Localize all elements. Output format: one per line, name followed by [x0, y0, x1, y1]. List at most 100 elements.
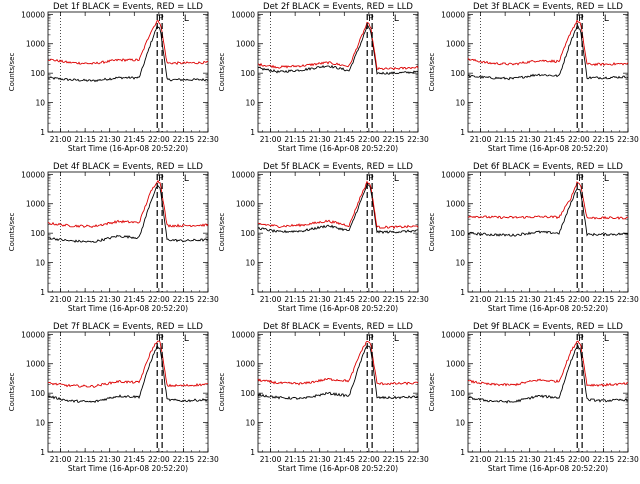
- y-axis-label: Counts/sec: [218, 53, 226, 92]
- plot-frame: [47, 331, 209, 453]
- y-tick-label: 1000: [446, 40, 465, 49]
- x-tick-label: 21:00: [470, 455, 492, 464]
- x-tick-label: 22:00: [148, 455, 170, 464]
- marker-label-p: P: [158, 174, 164, 184]
- y-tick-label: 100: [451, 389, 466, 398]
- y-tick-label: 1000: [26, 360, 45, 369]
- y-axis-label: Counts/sec: [428, 213, 436, 252]
- x-tick-label: 21:45: [543, 455, 565, 464]
- y-tick-label: 10000: [21, 170, 45, 179]
- x-tick-label: 21:00: [260, 295, 282, 304]
- x-tick-label: 21:30: [99, 455, 121, 464]
- x-tick-label: 21:30: [519, 135, 541, 144]
- chart-title: Det 6f BLACK = Events, RED = LLD: [473, 162, 623, 172]
- x-tick-label: 22:30: [407, 135, 429, 144]
- y-tick-label: 1000: [236, 40, 255, 49]
- events-series-line: [467, 25, 629, 81]
- x-tick-label: 22:30: [197, 135, 219, 144]
- y-tick-label: 10: [245, 99, 255, 108]
- x-tick-label: 22:00: [568, 295, 590, 304]
- x-tick-label: 21:00: [260, 135, 282, 144]
- x-tick-label: 22:15: [593, 295, 615, 304]
- x-tick-label: 21:15: [284, 135, 306, 144]
- x-tick-label: 22:30: [617, 295, 639, 304]
- y-tick-label: 1: [250, 288, 255, 297]
- y-tick-label: 10000: [441, 170, 465, 179]
- marker-label-l: L: [184, 334, 189, 344]
- x-tick-label: 21:00: [50, 455, 72, 464]
- y-tick-label: 10: [35, 419, 45, 428]
- x-tick-label: 22:30: [407, 455, 429, 464]
- y-axis-label: Counts/sec: [218, 213, 226, 252]
- x-tick-label: 22:00: [568, 135, 590, 144]
- y-tick-label: 10000: [231, 10, 255, 19]
- y-axis-label: Counts/sec: [8, 213, 16, 252]
- y-axis-label: Counts/sec: [8, 373, 16, 412]
- marker-label-l: L: [394, 14, 399, 24]
- lld-series-line: [257, 340, 419, 386]
- events-series-line: [47, 185, 209, 243]
- x-tick-label: 21:30: [309, 455, 331, 464]
- x-tick-label: 21:15: [284, 455, 306, 464]
- x-tick-label: 21:45: [333, 295, 355, 304]
- marker-label-l: L: [394, 334, 399, 344]
- x-tick-label: 21:45: [543, 135, 565, 144]
- x-axis-label: Start Time (16-Apr-08 20:52:20): [68, 464, 188, 473]
- x-tick-label: 21:00: [50, 135, 72, 144]
- x-tick-label: 21:30: [309, 135, 331, 144]
- y-tick-label: 10000: [21, 330, 45, 339]
- x-tick-label: 21:00: [470, 295, 492, 304]
- x-tick-label: 21:45: [123, 295, 145, 304]
- x-tick-label: 21:45: [333, 455, 355, 464]
- x-tick-label: 21:00: [470, 135, 492, 144]
- y-tick-label: 1000: [26, 200, 45, 209]
- lld-series-line: [467, 181, 629, 220]
- x-tick-label: 22:00: [358, 135, 380, 144]
- x-tick-label: 21:00: [260, 455, 282, 464]
- events-series-line: [47, 24, 209, 83]
- plot-frame: [467, 171, 629, 293]
- plot-frame: [257, 331, 419, 453]
- x-tick-label: 22:30: [617, 455, 639, 464]
- y-tick-label: 1: [40, 128, 45, 137]
- chart-panel-3: Det 3f BLACK = Events, RED = LLD 21:00 21:…: [428, 2, 639, 153]
- y-tick-label: 10: [455, 99, 465, 108]
- y-tick-label: 10: [455, 259, 465, 268]
- y-tick-label: 10: [245, 419, 255, 428]
- x-tick-label: 22:15: [383, 455, 405, 464]
- lld-series-line: [47, 179, 209, 228]
- y-tick-label: 10000: [231, 170, 255, 179]
- x-tick-label: 21:45: [333, 135, 355, 144]
- y-tick-label: 100: [451, 229, 466, 238]
- chart-title: Det 3f BLACK = Events, RED = LLD: [473, 2, 623, 12]
- x-tick-label: 22:15: [173, 455, 195, 464]
- chart-title: Det 8f BLACK = Events, RED = LLD: [263, 322, 413, 332]
- lld-series-line: [257, 180, 419, 230]
- marker-label-l: L: [394, 174, 399, 184]
- y-tick-label: 1000: [446, 200, 465, 209]
- x-tick-label: 22:15: [593, 455, 615, 464]
- y-tick-label: 100: [241, 229, 256, 238]
- y-tick-label: 1: [40, 448, 45, 457]
- x-axis-label: Start Time (16-Apr-08 20:52:20): [488, 304, 608, 313]
- x-tick-label: 21:30: [519, 455, 541, 464]
- x-tick-label: 22:15: [173, 295, 195, 304]
- marker-label-l: L: [184, 174, 189, 184]
- marker-label-p: P: [158, 14, 164, 24]
- chart-title: Det 7f BLACK = Events, RED = LLD: [53, 322, 203, 332]
- x-tick-label: 21:15: [284, 295, 306, 304]
- x-tick-label: 22:15: [593, 135, 615, 144]
- marker-label-l: L: [604, 334, 609, 344]
- lld-series-line: [257, 21, 419, 71]
- plot-frame: [47, 11, 209, 133]
- y-axis-label: Counts/sec: [8, 53, 16, 92]
- y-tick-label: 10: [35, 259, 45, 268]
- y-tick-label: 1000: [446, 360, 465, 369]
- x-tick-label: 22:30: [197, 455, 219, 464]
- events-series-line: [257, 183, 419, 234]
- y-tick-label: 1: [250, 448, 255, 457]
- plot-frame: [467, 11, 629, 133]
